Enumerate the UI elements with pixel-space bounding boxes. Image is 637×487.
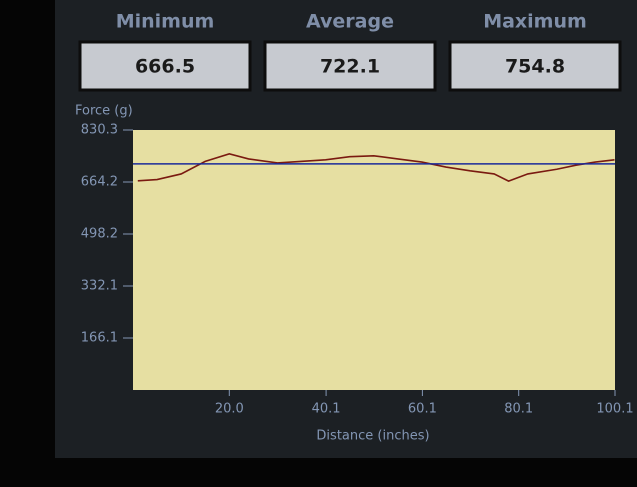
plot-area — [133, 130, 615, 390]
stat-box — [263, 40, 437, 92]
stat-label: Maximum — [483, 11, 587, 33]
y-tick-label: 332.1 — [81, 279, 118, 294]
stat-label: Minimum — [116, 11, 215, 33]
x-tick-label: 20.0 — [215, 402, 244, 417]
x-axis-label: Distance (inches) — [316, 429, 429, 444]
stat-value: 666.5 — [135, 56, 195, 78]
x-tick-label: 60.1 — [408, 402, 437, 417]
data-line — [137, 153, 615, 183]
stat-box — [78, 40, 252, 92]
x-tick-label: 100.1 — [596, 402, 633, 417]
x-tick-label: 40.1 — [312, 402, 341, 417]
stat-label: Average — [306, 11, 394, 33]
x-tick-label: 80.1 — [504, 402, 533, 417]
y-tick-label: 664.2 — [81, 175, 118, 190]
stat-value: 722.1 — [320, 56, 380, 78]
y-tick-label: 498.2 — [81, 226, 118, 241]
stat-box — [448, 40, 622, 92]
y-tick-label: 830.3 — [81, 123, 118, 138]
y-tick-label: 166.1 — [81, 330, 118, 345]
stat-value: 754.8 — [505, 56, 565, 78]
y-axis-label: Force (g) — [75, 104, 133, 119]
